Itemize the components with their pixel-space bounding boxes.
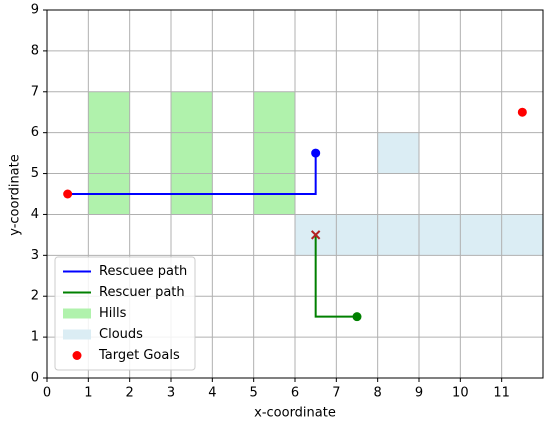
x-tick-label: 0 — [43, 386, 51, 401]
region — [253, 91, 295, 215]
x-tick-label: 8 — [374, 386, 382, 401]
target-point — [63, 189, 73, 199]
target-point — [517, 107, 527, 117]
x-tick-label: 4 — [208, 386, 216, 401]
marker — [310, 230, 321, 240]
y-tick-label: 3 — [31, 248, 39, 263]
plot-frame — [46, 9, 544, 379]
legend-label: Hills — [99, 306, 127, 321]
x-tick-label: 10 — [452, 386, 469, 401]
y-tick-label: 2 — [31, 289, 39, 304]
y-tick-label: 1 — [31, 330, 39, 345]
legend-box — [54, 256, 196, 371]
x-tick-label: 6 — [291, 386, 299, 401]
region — [171, 91, 213, 215]
y-tick-label: 8 — [31, 43, 39, 58]
x-axis-label: x-coordinate — [254, 406, 336, 421]
y-tick-label: 9 — [31, 3, 39, 18]
legend-label: Rescuee path — [99, 264, 187, 279]
y-tick-label: 7 — [31, 84, 39, 99]
region — [88, 91, 130, 215]
x-tick-label: 5 — [250, 386, 258, 401]
series-line — [314, 234, 357, 318]
y-tick-label: 6 — [31, 125, 39, 140]
y-tick-label: 4 — [31, 207, 39, 222]
x-tick-label: 1 — [84, 386, 92, 401]
region — [377, 132, 419, 174]
series-line — [67, 153, 317, 195]
y-tick-label: 0 — [31, 371, 39, 386]
marker — [311, 148, 321, 158]
marker — [352, 312, 362, 322]
legend-label: Rescuer path — [99, 285, 185, 300]
legend-handle — [63, 329, 91, 340]
x-tick-label: 3 — [167, 386, 175, 401]
legend-label: Target Goals — [98, 348, 180, 363]
y-tick-label: 5 — [31, 166, 39, 181]
x-tick-label: 9 — [415, 386, 423, 401]
x-tick-label: 7 — [332, 386, 340, 401]
x-tick-label: 2 — [126, 386, 134, 401]
y-axis-label: y-coordinate — [8, 154, 23, 236]
legend-handle — [63, 308, 91, 319]
x-tick-label: 11 — [493, 386, 510, 401]
legend-handle — [72, 351, 82, 360]
legend-label: Clouds — [99, 327, 143, 342]
